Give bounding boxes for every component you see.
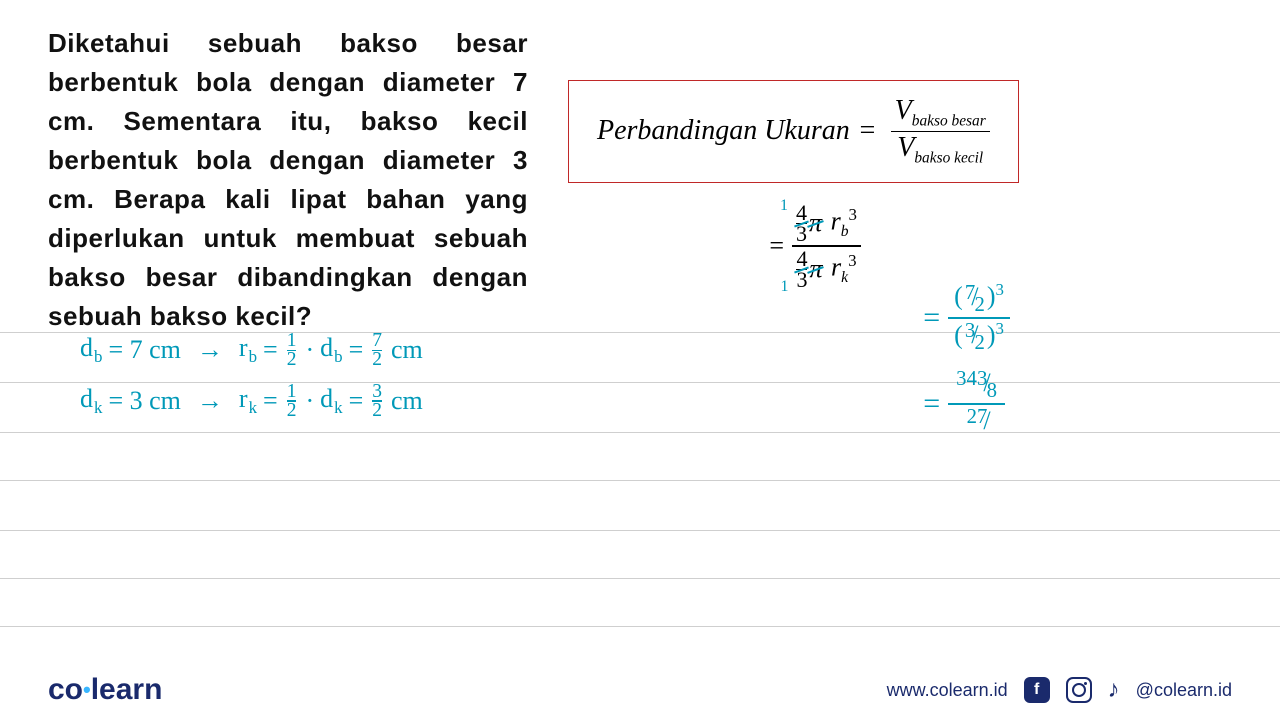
formula-ratio-box: Perbandingan Ukuran = Vbakso besar Vbaks… [568,80,1019,183]
footer: co•learn www.colearn.id f ♪ @colearn.id [0,660,1280,720]
brand-logo: co•learn [48,673,162,707]
tiktok-icon[interactable]: ♪ [1108,677,1120,703]
hand-line-dk: dk = 3 cm → rk = 12 · dk = 32 cm [80,383,423,420]
facebook-icon[interactable]: f [1024,677,1050,703]
hand-line-db: db = 7 cm → rb = 12 · db = 72 cm [80,332,423,369]
footer-handle[interactable]: @colearn.id [1136,680,1232,701]
printed-derivation: = 1 4 3 π rb3 1 [728,201,1232,292]
footer-url[interactable]: www.colearn.id [887,680,1008,701]
deriv-eq: = [764,231,784,261]
hand-step-numeric: = 343/8 27/ [923,367,1010,441]
handwritten-workings-right: = (7/2)3 (3/2)3 = 343/8 27/ [923,280,1010,453]
instagram-icon[interactable] [1066,677,1092,703]
hand-step-cubed-ratio: = (7/2)3 (3/2)3 [923,280,1010,355]
problem-statement: Diketahui sebuah bakso besar berbentuk b… [48,24,528,336]
handwritten-workings-left: db = 7 cm → rb = 12 · db = 72 cm dk = 3 … [80,332,423,433]
deriv-nested-fraction: 1 4 3 π rb3 1 4 [792,201,861,292]
formula-eq: = [858,115,877,147]
formula-label: Perbandingan Ukuran [597,115,850,147]
formula-fraction: Vbakso besar Vbakso kecil [891,95,990,168]
